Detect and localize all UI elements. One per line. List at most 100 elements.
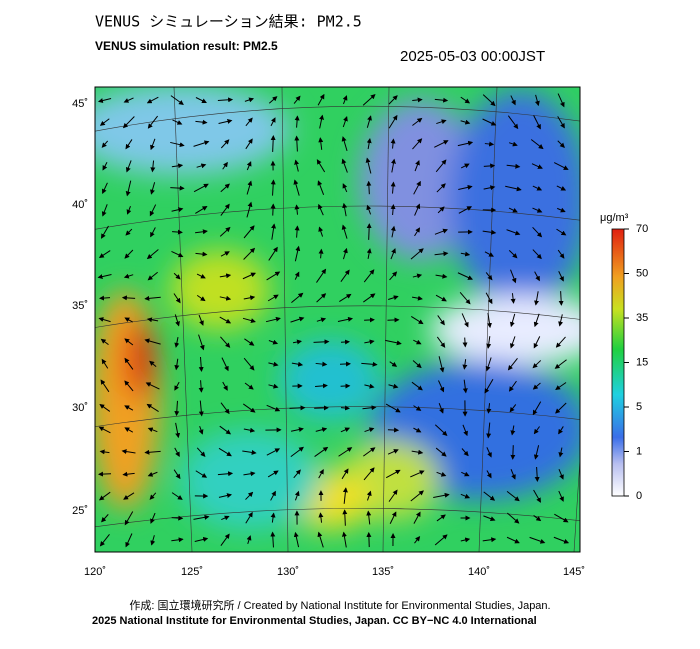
wind-arrow bbox=[436, 471, 447, 477]
wind-arrow bbox=[317, 93, 325, 106]
wind-arrow bbox=[245, 491, 254, 500]
wind-arrow bbox=[506, 163, 521, 169]
wind-arrow bbox=[242, 272, 257, 280]
wind-arrow bbox=[147, 115, 159, 129]
wind-arrow bbox=[462, 379, 468, 394]
meridian bbox=[573, 454, 580, 552]
wind-arrow bbox=[193, 514, 210, 520]
wind-arrow bbox=[194, 536, 209, 543]
wind-arrow bbox=[101, 514, 109, 523]
wind-arrow bbox=[198, 426, 204, 435]
wind-arrow bbox=[270, 531, 276, 548]
wind-arrow bbox=[242, 317, 256, 324]
wind-arrow bbox=[318, 512, 324, 523]
wind-arrow bbox=[485, 292, 493, 305]
wind-arrow bbox=[242, 403, 256, 413]
wind-arrow bbox=[340, 269, 350, 282]
wind-arrow bbox=[436, 514, 446, 522]
wind-arrow bbox=[366, 138, 372, 150]
wind-arrow bbox=[193, 140, 210, 147]
wind-arrow bbox=[271, 223, 277, 240]
wind-arrow bbox=[553, 162, 569, 170]
wind-arrow bbox=[171, 515, 184, 521]
wind-arrow bbox=[266, 271, 281, 281]
wind-arrow bbox=[144, 295, 161, 301]
meridian bbox=[382, 87, 390, 552]
wind-arrow bbox=[315, 361, 328, 367]
wind-arrow bbox=[364, 427, 375, 433]
wind-arrow bbox=[506, 536, 520, 544]
wind-arrow bbox=[505, 185, 522, 192]
wind-arrow bbox=[532, 382, 541, 390]
wind-arrow bbox=[150, 160, 156, 173]
wind-arrow bbox=[530, 139, 544, 150]
wind-arrow bbox=[242, 449, 257, 455]
wind-arrow bbox=[364, 317, 375, 323]
wind-arrow bbox=[244, 382, 254, 390]
wind-arrow bbox=[362, 405, 377, 411]
wind-arrow bbox=[558, 468, 564, 480]
wind-arrow bbox=[147, 427, 158, 433]
wind-arrow bbox=[413, 339, 422, 345]
wind-arrow bbox=[558, 291, 564, 306]
wind-arrow bbox=[270, 135, 276, 152]
wind-arrow bbox=[171, 163, 184, 169]
wind-arrow bbox=[316, 317, 327, 323]
wind-arrow bbox=[388, 114, 398, 129]
wind-arrow bbox=[195, 206, 208, 214]
wind-arrow bbox=[411, 315, 424, 325]
wind-arrow bbox=[99, 118, 110, 126]
wind-arrow bbox=[342, 509, 348, 526]
wind-arrow bbox=[438, 380, 445, 393]
wind-arrow bbox=[294, 271, 300, 280]
wind-arrow bbox=[507, 115, 519, 130]
wind-arrow bbox=[290, 427, 304, 433]
wind-arrow bbox=[412, 138, 423, 150]
wind-arrow bbox=[385, 403, 401, 413]
lat-label: 45˚ bbox=[72, 98, 88, 110]
wind-arrow bbox=[412, 97, 423, 103]
wind-arrow bbox=[460, 493, 471, 499]
wind-arrow bbox=[290, 316, 305, 323]
wind-arrow bbox=[121, 449, 136, 455]
wind-arrow bbox=[123, 492, 135, 500]
wind-arrow bbox=[366, 180, 372, 195]
wind-arrow bbox=[270, 179, 276, 196]
wind-arrow bbox=[483, 163, 496, 169]
wind-arrow bbox=[437, 206, 445, 214]
wind-arrow bbox=[342, 183, 348, 193]
wind-arrow bbox=[219, 316, 232, 324]
wind-arrow bbox=[146, 403, 159, 412]
wind-arrow bbox=[121, 295, 136, 301]
wind-arrow bbox=[366, 204, 372, 215]
meridian bbox=[95, 547, 96, 552]
colorbar-tick-label: 0 bbox=[636, 490, 642, 502]
wind-arrow bbox=[508, 380, 517, 392]
wind-arrow bbox=[198, 356, 204, 373]
wind-arrow bbox=[509, 336, 516, 349]
wind-arrow bbox=[532, 401, 542, 416]
wind-arrow bbox=[508, 249, 518, 259]
wind-arrow bbox=[483, 515, 496, 522]
wind-arrow bbox=[313, 339, 330, 345]
wind-arrow bbox=[270, 490, 276, 501]
wind-arrow bbox=[557, 140, 565, 148]
wind-arrow bbox=[508, 141, 518, 147]
wind-arrow bbox=[385, 339, 402, 346]
wind-arrow bbox=[293, 469, 301, 479]
wind-arrow bbox=[484, 379, 494, 394]
wind-arrow bbox=[99, 403, 111, 412]
colorbar-tick-label: 70 bbox=[636, 223, 648, 235]
wind-arrow bbox=[268, 361, 279, 367]
wind-arrow bbox=[363, 467, 375, 481]
wind-arrow bbox=[318, 203, 324, 216]
wind-arrow bbox=[290, 446, 304, 458]
wind-arrow bbox=[411, 295, 423, 301]
wind-arrow bbox=[268, 383, 279, 389]
wind-arrow bbox=[341, 468, 349, 480]
wind-arrow bbox=[486, 312, 492, 329]
title: VENUS シミュレーション結果: PM2.5 bbox=[95, 13, 362, 31]
wind-arrow bbox=[555, 402, 567, 414]
wind-arrow bbox=[246, 161, 252, 171]
wind-arrow bbox=[533, 445, 540, 460]
